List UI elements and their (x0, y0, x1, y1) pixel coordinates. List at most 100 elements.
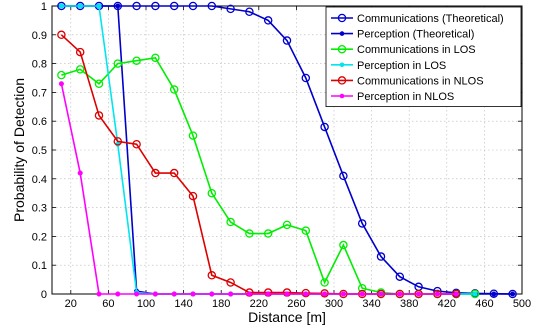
data-point (113, 137, 123, 146)
data-point (57, 30, 66, 40)
y-tick-label: 0.8 (32, 59, 47, 71)
x-tick-label: 300 (325, 298, 343, 310)
legend-marker (339, 62, 345, 68)
data-point (151, 168, 160, 178)
series-line (61, 5, 513, 295)
data-point (115, 3, 121, 9)
data-point (340, 291, 346, 297)
data-point (169, 1, 179, 11)
data-point (263, 229, 273, 238)
data-point (397, 291, 403, 297)
data-point (395, 272, 405, 281)
x-tick-label: 260 (287, 298, 305, 310)
y-tick-label: 1 (41, 1, 47, 13)
data-point (472, 291, 478, 297)
data-point (169, 85, 179, 94)
data-point (207, 188, 217, 198)
data-point (301, 226, 311, 235)
data-point (132, 1, 141, 11)
data-point (301, 288, 311, 298)
x-tick-label: 380 (400, 298, 418, 310)
y-axis-label: Probability of Detection (11, 78, 27, 222)
data-point (96, 3, 102, 9)
data-point (226, 278, 235, 287)
data-point (132, 56, 141, 65)
data-point (491, 291, 497, 297)
legend-marker (339, 93, 345, 99)
data-point (171, 291, 177, 297)
data-point (94, 79, 104, 89)
data-point (284, 291, 290, 297)
data-point (207, 271, 217, 280)
y-tick-label: 0.7 (32, 87, 47, 99)
data-point (416, 291, 422, 297)
data-point (115, 291, 121, 297)
data-point (134, 291, 140, 297)
x-tick-label: 20 (65, 298, 77, 310)
data-point (320, 278, 329, 287)
legend-marker (337, 13, 347, 23)
series-line (60, 83, 457, 295)
data-point (190, 291, 196, 297)
legend-item: Communications (Theoretical) (331, 13, 504, 25)
x-tick-label: 340 (362, 298, 380, 310)
legend-box (325, 6, 522, 107)
y-tick-label: 0.1 (32, 260, 47, 272)
x-tick-label: 180 (212, 298, 230, 310)
data-point (77, 170, 83, 176)
data-point (434, 291, 440, 297)
data-point (245, 229, 254, 238)
data-point (226, 217, 235, 227)
legend-item: Perception (Theoretical) (331, 29, 474, 41)
x-tick-label: 500 (513, 298, 531, 310)
data-point (207, 1, 217, 11)
data-point (94, 111, 104, 120)
data-point (151, 1, 160, 11)
data-point (453, 291, 459, 297)
data-point (359, 291, 365, 297)
data-point (151, 53, 160, 63)
legend-item: Communications in NLOS (331, 75, 484, 87)
legend-label: Perception in NLOS (357, 91, 454, 103)
legend-item: Perception in NLOS (331, 91, 454, 103)
legend-label: Perception in LOS (357, 60, 446, 72)
data-point (282, 220, 292, 230)
data-point (376, 252, 386, 261)
data-point (169, 168, 179, 178)
series-6 (58, 81, 459, 297)
legend-marker (339, 31, 345, 36)
legend-item: Communications in LOS (331, 44, 476, 56)
x-tick-label: 60 (102, 298, 114, 310)
data-point (188, 191, 198, 201)
data-point (188, 131, 198, 140)
data-point (378, 291, 384, 297)
data-point (96, 291, 102, 297)
data-point (75, 65, 85, 74)
x-tick-label: 100 (137, 298, 155, 310)
x-tick-label: 140 (174, 298, 192, 310)
data-point (322, 291, 328, 297)
data-point (339, 171, 348, 181)
y-tick-label: 0.9 (32, 30, 47, 42)
data-point (113, 59, 123, 68)
legend-label: Communications in NLOS (357, 75, 484, 87)
data-point (303, 291, 309, 297)
y-tick-label: 0.5 (32, 145, 47, 157)
data-point (188, 1, 198, 11)
legend-marker (337, 76, 347, 85)
legend-label: Communications (Theoretical) (357, 13, 504, 25)
y-tick-label: 0.6 (32, 116, 47, 128)
data-point (263, 16, 273, 25)
data-point (152, 291, 158, 297)
data-point (320, 122, 329, 132)
data-point (228, 291, 234, 297)
legend-marker (337, 44, 347, 54)
data-point (265, 291, 271, 297)
data-point (226, 4, 235, 14)
x-tick-label: 420 (438, 298, 456, 310)
data-point (246, 291, 252, 297)
legend-label: Perception (Theoretical) (357, 29, 474, 41)
x-axis-label: Distance [m] (248, 309, 326, 325)
y-tick-label: 0.4 (32, 174, 47, 186)
data-point (282, 36, 292, 45)
